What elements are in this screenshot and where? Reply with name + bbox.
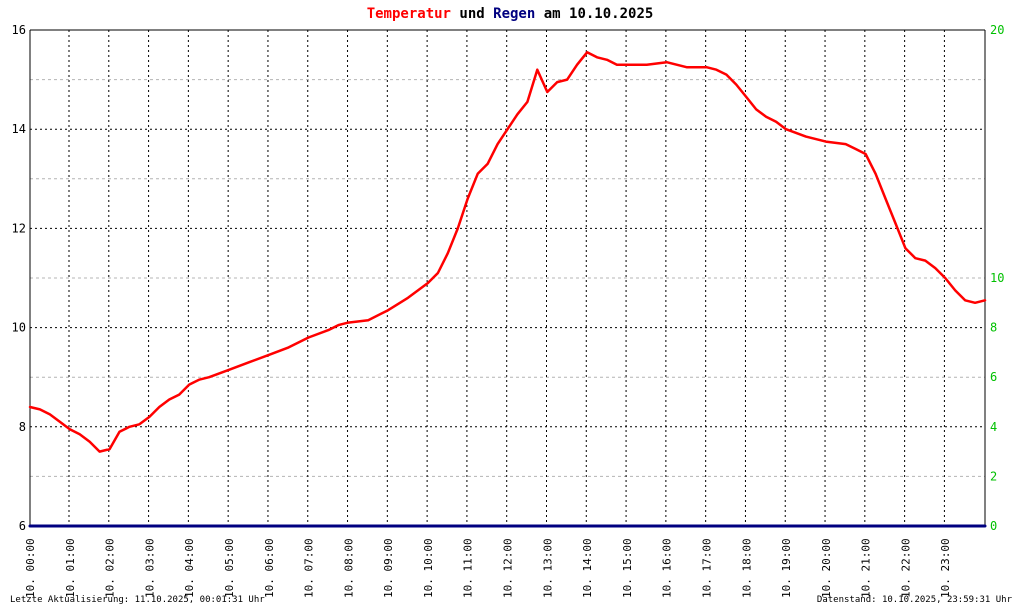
y-right-tick-label: 0 <box>990 519 997 533</box>
footer-data-status: Datenstand: 10.10.2025, 23:59:31 Uhr <box>817 595 1013 605</box>
x-tick-label: 10. 13:00 <box>541 538 554 598</box>
x-tick-label: 10. 05:00 <box>223 538 236 598</box>
x-tick-label: 10. 12:00 <box>502 538 515 598</box>
x-tick-label: 10. 20:00 <box>820 538 833 598</box>
y-left-tick-label: 12 <box>12 221 26 235</box>
x-tick-label: 10. 01:00 <box>64 538 77 598</box>
y-right-tick-label: 8 <box>990 321 997 335</box>
chart-title: Temperatur und Regen am 10.10.2025 <box>367 6 654 22</box>
y-left-tick-label: 10 <box>12 321 26 335</box>
x-tick-label: 10. 22:00 <box>899 538 912 598</box>
y-right-tick-label: 20 <box>990 23 1004 37</box>
title-temperature: Temperatur <box>367 6 451 22</box>
x-tick-label: 10. 23:00 <box>939 538 952 598</box>
title-date: am 10.10.2025 <box>535 6 653 22</box>
x-tick-label: 10. 04:00 <box>183 538 196 598</box>
axes <box>29 29 986 526</box>
y-right-tick-label: 2 <box>990 469 997 483</box>
x-tick-label: 10. 16:00 <box>661 538 674 598</box>
title-und: und <box>451 6 493 22</box>
x-tick-label: 10. 19:00 <box>780 538 793 598</box>
x-tick-label: 10. 02:00 <box>104 538 117 598</box>
x-tick-label: 10. 00:00 <box>24 538 37 598</box>
series <box>28 51 987 528</box>
y-left-tick-label: 16 <box>12 23 26 37</box>
x-tick-label: 10. 14:00 <box>581 538 594 598</box>
y-right-tick-label: 10 <box>990 271 1004 285</box>
x-tick-label: 10. 07:00 <box>303 538 316 598</box>
grid <box>30 30 985 526</box>
y-right-tick-label: 4 <box>990 420 997 434</box>
x-tick-label: 10. 11:00 <box>462 538 475 598</box>
x-tick-label: 10. 10:00 <box>422 538 435 598</box>
x-tick-label: 10. 21:00 <box>860 538 873 598</box>
title-regen: Regen <box>493 6 535 22</box>
x-tick-label: 10. 08:00 <box>342 538 355 598</box>
y-left-tick-label: 8 <box>19 420 26 434</box>
y-left-tick-label: 6 <box>19 519 26 533</box>
y-right-tick-label: 6 <box>990 370 997 384</box>
x-tick-label: 10. 17:00 <box>700 538 713 598</box>
x-tick-label: 10. 06:00 <box>263 538 276 598</box>
footer-last-update: Letzte Aktualisierung: 11.10.2025, 00:01… <box>10 595 265 605</box>
tick-labels: 6 8 10 12 14 16 0 2 4 6 8 10 20 10. 00:00 10. 01:00 10.… <box>12 23 1005 598</box>
x-tick-label: 10. 03:00 <box>143 538 156 598</box>
x-tick-label: 10. 09:00 <box>382 538 395 598</box>
x-tick-label: 10. 15:00 <box>621 538 634 598</box>
x-tick-label: 10. 18:00 <box>740 538 753 598</box>
temperature-line <box>28 51 987 453</box>
y-left-tick-label: 14 <box>12 122 26 136</box>
